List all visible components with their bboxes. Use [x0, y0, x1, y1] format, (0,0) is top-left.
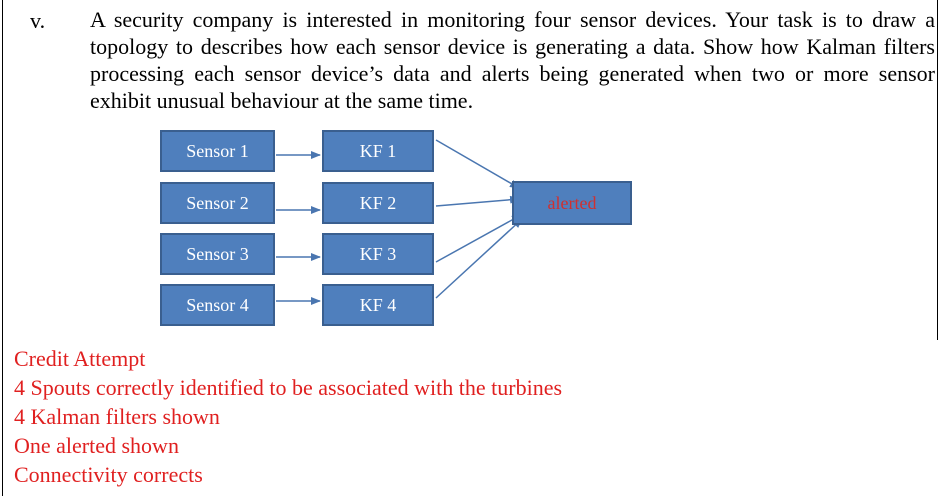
marking-line: 4 Kalman filters shown [14, 404, 220, 429]
marking-line: 4 Spouts correctly identified to be asso… [14, 375, 563, 400]
sensor-3-box: Sensor 3 [160, 233, 275, 275]
marking-scheme: Credit Attempt 4 Spouts correctly identi… [14, 344, 562, 489]
kf-4-box: KF 4 [322, 284, 434, 326]
arrow-kf2-alerted [435, 195, 520, 207]
sensor-2-box: Sensor 2 [160, 182, 275, 224]
page-right-border [937, 0, 938, 340]
kf-3-box: KF 3 [322, 233, 434, 275]
marking-line: One alerted shown [14, 433, 179, 458]
question-text: A security company is interested in moni… [90, 7, 935, 113]
kf-2-box: KF 2 [322, 182, 434, 224]
arrow-kf1-alerted [435, 139, 520, 189]
question-number: v. [30, 8, 46, 33]
marking-line: Credit Attempt [14, 346, 146, 371]
marking-line: Connectivity corrects [14, 462, 203, 487]
sensor-4-box: Sensor 4 [160, 284, 275, 326]
alerted-box: alerted [512, 181, 632, 225]
arrow-kf3-alerted [435, 214, 522, 263]
page-left-border [2, 0, 3, 496]
kf-1-box: KF 1 [322, 130, 434, 172]
arrow-kf4-alerted [435, 218, 523, 299]
sensor-1-box: Sensor 1 [160, 130, 275, 172]
